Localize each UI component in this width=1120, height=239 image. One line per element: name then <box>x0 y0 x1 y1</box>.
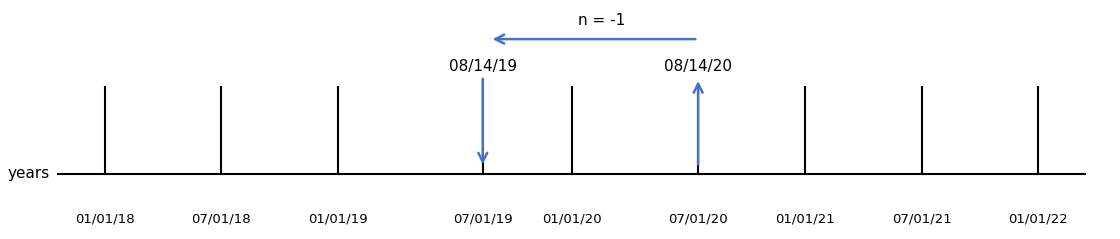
Text: 07/01/21: 07/01/21 <box>892 213 952 226</box>
Text: 01/01/19: 01/01/19 <box>308 213 368 226</box>
Text: 01/01/21: 01/01/21 <box>775 213 834 226</box>
Text: 07/01/19: 07/01/19 <box>452 213 513 226</box>
Text: 08/14/20: 08/14/20 <box>664 59 732 74</box>
Text: 07/01/20: 07/01/20 <box>669 213 728 226</box>
Text: 08/14/19: 08/14/19 <box>449 59 516 74</box>
Text: 07/01/18: 07/01/18 <box>192 213 251 226</box>
Text: 01/01/20: 01/01/20 <box>542 213 601 226</box>
Text: n = -1: n = -1 <box>579 13 626 28</box>
Text: 01/01/22: 01/01/22 <box>1008 213 1068 226</box>
Text: years: years <box>7 166 49 181</box>
Text: 01/01/18: 01/01/18 <box>75 213 134 226</box>
